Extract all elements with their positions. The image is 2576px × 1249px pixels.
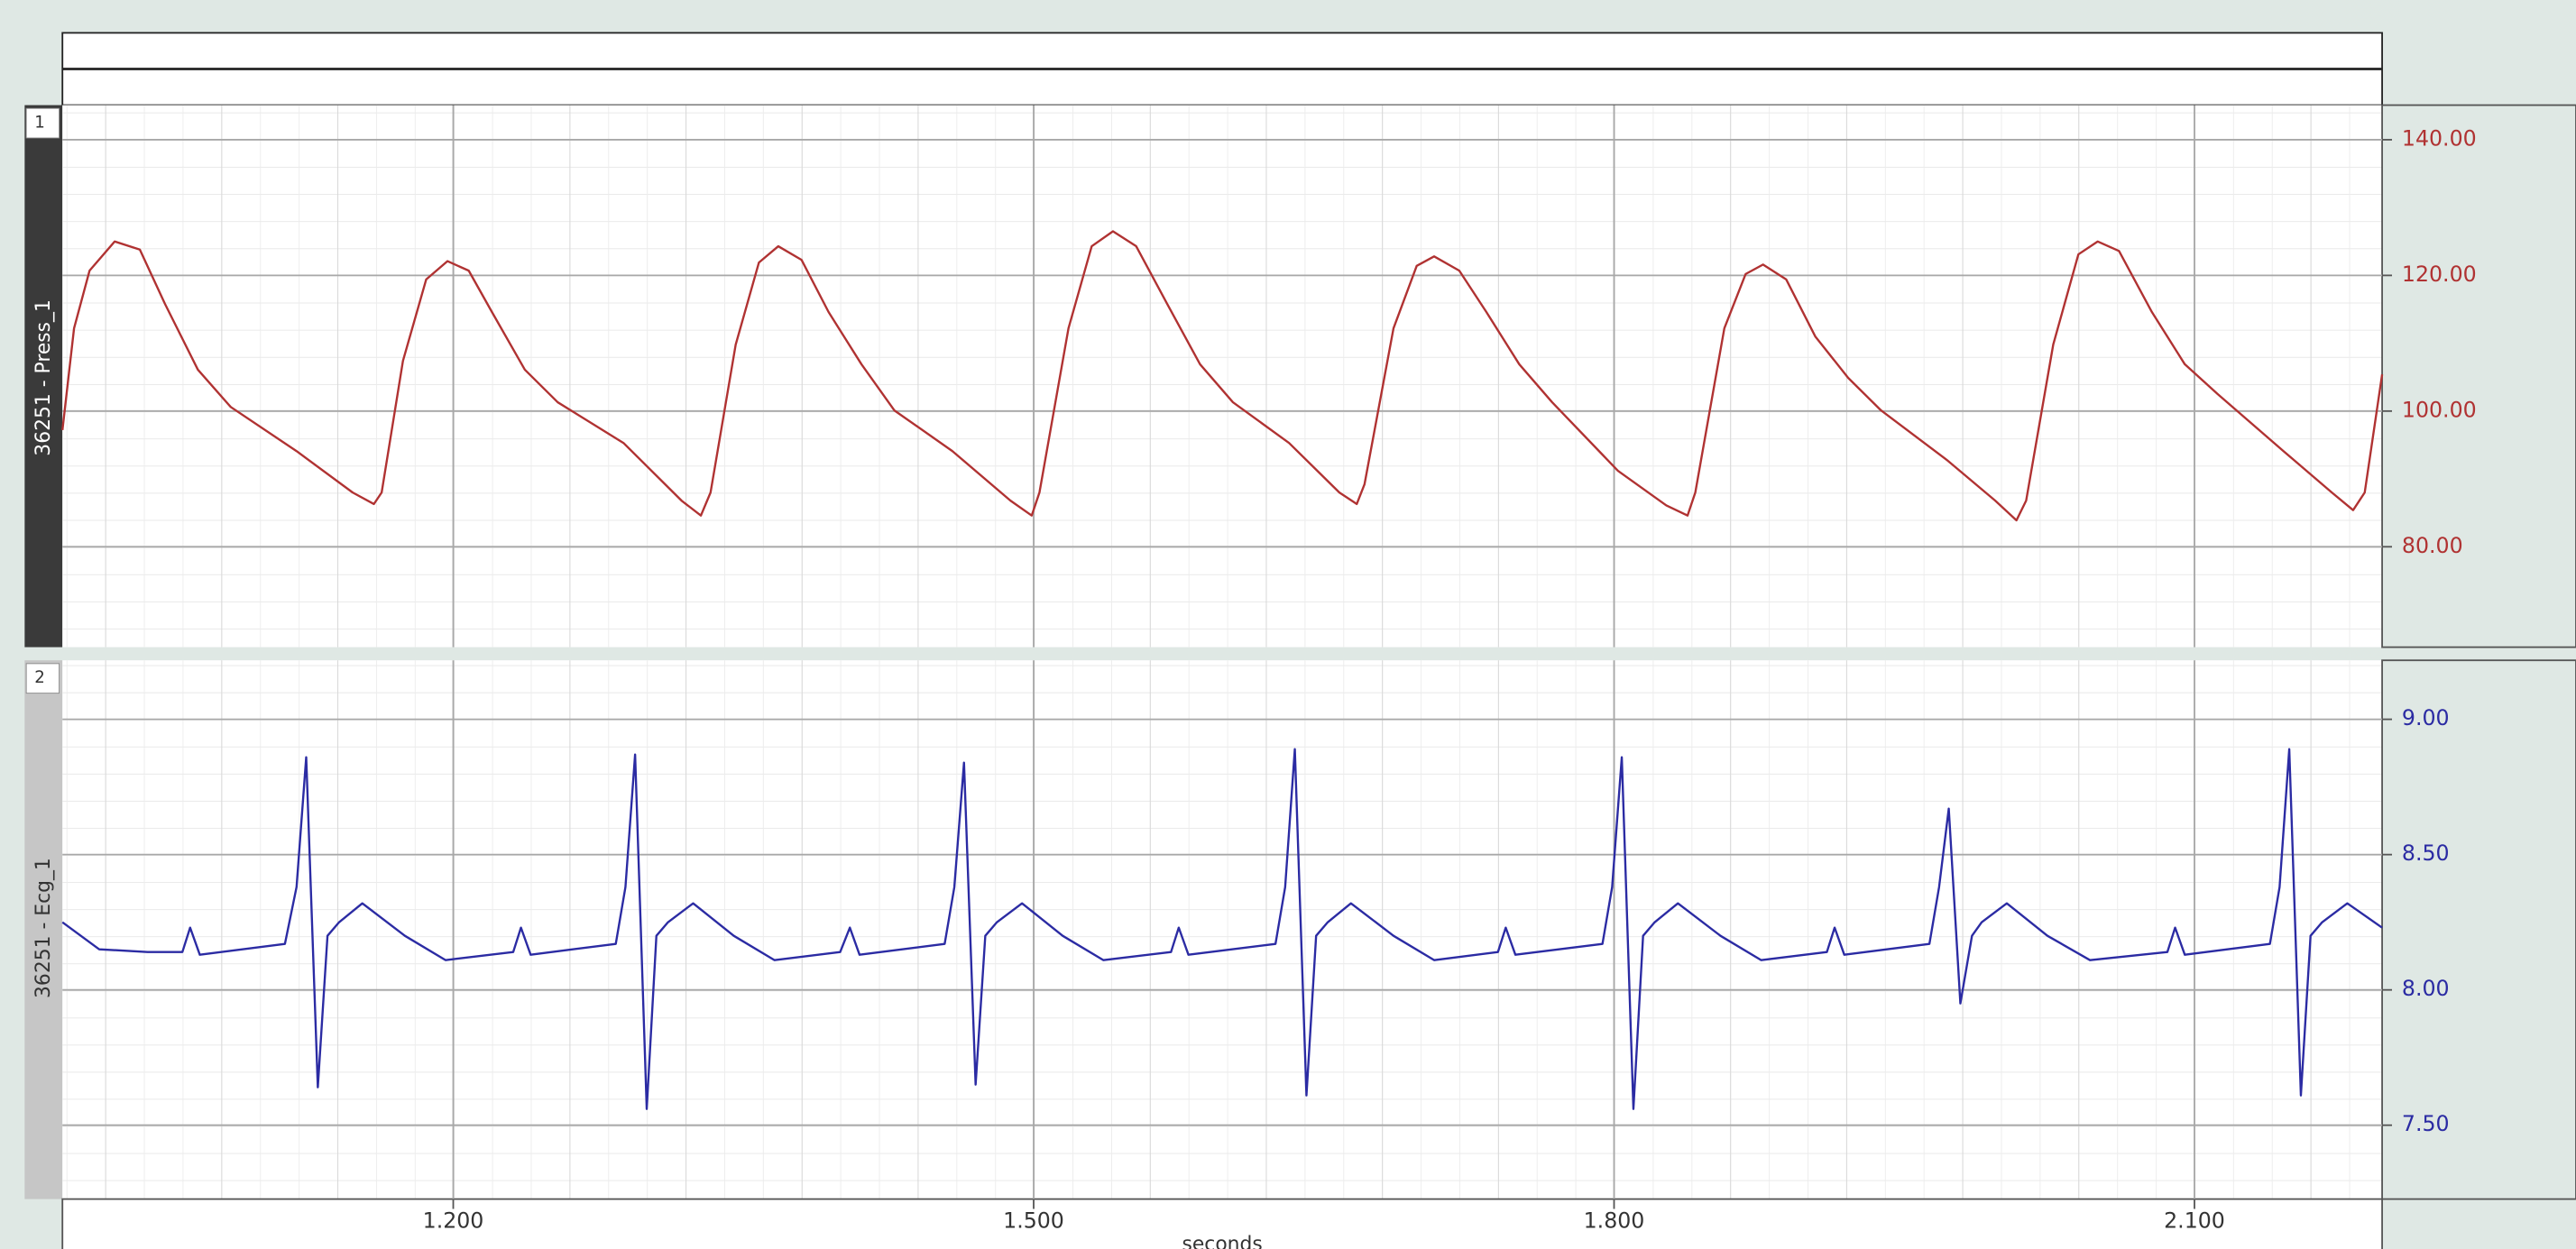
y-tick-label: 120.00	[2402, 262, 2477, 287]
chart-layer: 140.00 120.00 100.00 80.00 9.00 8.50 8.00 7.50 1…	[61, 105, 2477, 1234]
channel-number-box	[25, 107, 60, 139]
minor-grid	[62, 660, 2383, 1199]
y-tick-label: 8.00	[2402, 976, 2450, 1001]
signal-trace	[61, 230, 2384, 522]
x-tick-label: 1.500	[1003, 1208, 1064, 1234]
channel-name: 36251 - Ecg_1	[32, 858, 55, 998]
channel-number-box	[25, 663, 60, 694]
y-tick-label: 8.50	[2402, 840, 2450, 866]
y-axis-area	[2381, 659, 2576, 1200]
x-axis-label: seconds	[1182, 1234, 1262, 1249]
x-tick-label: 2.100	[2164, 1208, 2225, 1234]
channel-name: 36251 - Press_1	[32, 299, 55, 456]
y-tick-label: 100.00	[2402, 397, 2477, 422]
channel-sidebar[interactable]	[24, 660, 63, 1199]
minor-grid	[62, 105, 2383, 647]
y-tick-label: 140.00	[2402, 125, 2477, 151]
signal-trace	[61, 748, 2383, 1110]
x-tick-label: 1.200	[423, 1208, 484, 1234]
y-axis-area	[2381, 104, 2576, 648]
y-tick-label: 7.50	[2402, 1111, 2450, 1136]
channel-number: 2	[34, 668, 45, 687]
channel-sidebar[interactable]	[24, 105, 63, 647]
y-tick-label: 80.00	[2402, 533, 2463, 558]
x-axis-area	[61, 1198, 2383, 1249]
x-tick-label: 1.800	[1584, 1208, 1645, 1234]
y-tick-label: 9.00	[2402, 705, 2450, 730]
channel-number: 1	[34, 114, 45, 133]
